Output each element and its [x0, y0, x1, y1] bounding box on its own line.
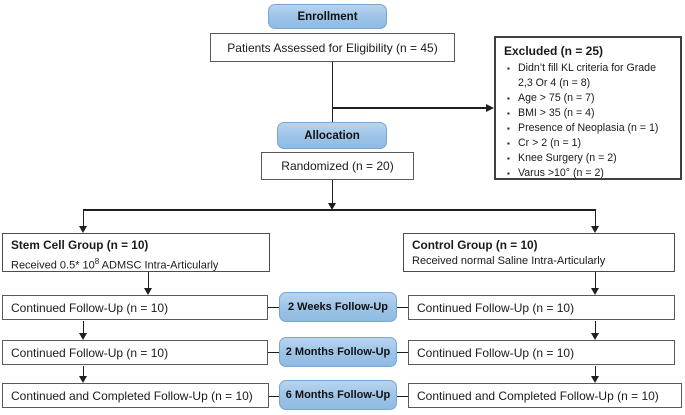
- connector-line: [594, 209, 597, 227]
- square-bullet-icon: ▪: [507, 154, 510, 163]
- connector-line: [397, 306, 408, 309]
- left-followup-2months-box: Continued Follow-Up (n = 10): [2, 340, 268, 365]
- square-bullet-icon: ▪: [507, 169, 510, 178]
- connector-line: [397, 351, 408, 354]
- connector-line: [331, 62, 334, 122]
- connector-line: [331, 180, 334, 204]
- connector-line: [594, 271, 597, 289]
- allocation-label: Allocation: [304, 129, 360, 142]
- connector-line: [82, 366, 85, 377]
- stem-group-subtitle: Received 0.5* 108 ADMSC Intra-Articularl…: [11, 257, 219, 272]
- arrowhead-down-icon: [590, 333, 599, 340]
- list-item: ▪ Presence of Neoplasia (n = 1): [507, 122, 659, 134]
- stem-group-title: Stem Cell Group (n = 10): [11, 238, 149, 252]
- assessed-label: Patients Assessed for Eligibility (n = 4…: [227, 40, 438, 55]
- arrowhead-down-icon: [78, 333, 87, 340]
- square-bullet-icon: ▪: [507, 124, 510, 133]
- square-bullet-icon: ▪: [507, 64, 510, 73]
- milestone-6months-box: 6 Months Follow-Up: [279, 380, 397, 410]
- connector-line: [594, 366, 597, 377]
- arrowhead-down-icon: [143, 288, 152, 295]
- arrowhead-right-icon: [486, 103, 494, 112]
- list-item: ▪ BMI > 35 (n = 4): [507, 107, 595, 119]
- square-bullet-icon: ▪: [507, 109, 510, 118]
- assessed-box: Patients Assessed for Eligibility (n = 4…: [210, 33, 455, 62]
- control-group-title: Control Group (n = 10): [412, 238, 538, 252]
- left-followup-2weeks-box: Continued Follow-Up (n = 10): [2, 295, 268, 320]
- connector-line: [82, 321, 85, 334]
- right-followup-2months-box: Continued Follow-Up (n = 10): [408, 340, 675, 365]
- arrowhead-down-icon: [590, 226, 599, 233]
- control-group-box: Control Group (n = 10) Received normal S…: [403, 233, 675, 272]
- connector-line: [83, 209, 595, 211]
- square-bullet-icon: ▪: [507, 139, 510, 148]
- arrowhead-down-icon: [590, 376, 599, 383]
- right-followup-6months-box: Continued and Completed Follow-Up (n = 1…: [408, 383, 682, 408]
- connector-line: [331, 107, 488, 109]
- enrollment-label: Enrollment: [297, 10, 358, 23]
- list-item: ▪ Knee Surgery (n = 2): [507, 152, 617, 164]
- arrowhead-down-icon: [590, 288, 599, 295]
- list-item: ▪ Didn’t fill KL criteria for Grade 2,3 O…: [507, 62, 656, 89]
- arrowhead-down-icon: [78, 226, 87, 233]
- connector-line: [397, 395, 408, 398]
- connector-line: [147, 271, 150, 289]
- arrowhead-down-icon: [327, 203, 336, 210]
- excluded-title: Excluded (n = 25): [504, 44, 604, 58]
- allocation-stage-box: Allocation: [277, 122, 387, 149]
- excluded-list: ▪ Didn’t fill KL criteria for Grade 2,3 O…: [504, 61, 673, 181]
- connector-line: [268, 306, 279, 309]
- milestone-2months-box: 2 Months Follow-Up: [279, 337, 397, 367]
- arrowhead-down-icon: [78, 376, 87, 383]
- milestone-2weeks-box: 2 Weeks Follow-Up: [279, 292, 397, 322]
- randomized-box: Randomized (n = 20): [261, 152, 414, 180]
- control-group-subtitle: Received normal Saline Intra-Articularly: [412, 255, 606, 267]
- excluded-box: Excluded (n = 25) ▪ Didn’t fill KL criter…: [494, 36, 682, 180]
- connector-line: [594, 321, 597, 334]
- enrollment-stage-box: Enrollment: [268, 4, 387, 29]
- right-followup-2weeks-box: Continued Follow-Up (n = 10): [408, 295, 675, 320]
- connector-line: [268, 351, 279, 354]
- list-item: ▪ Varus >10° (n = 2): [507, 167, 604, 179]
- left-followup-6months-box: Continued and Completed Follow-Up (n = 1…: [2, 383, 269, 408]
- stem-cell-group-box: Stem Cell Group (n = 10) Received 0.5* 1…: [2, 233, 270, 272]
- randomized-label: Randomized (n = 20): [281, 159, 394, 173]
- list-item: ▪ Age > 75 (n = 7): [507, 92, 595, 104]
- list-item: ▪ Cr > 2 (n = 1): [507, 137, 581, 149]
- connector-line: [82, 209, 85, 227]
- connector-line: [269, 395, 279, 398]
- square-bullet-icon: ▪: [507, 94, 510, 103]
